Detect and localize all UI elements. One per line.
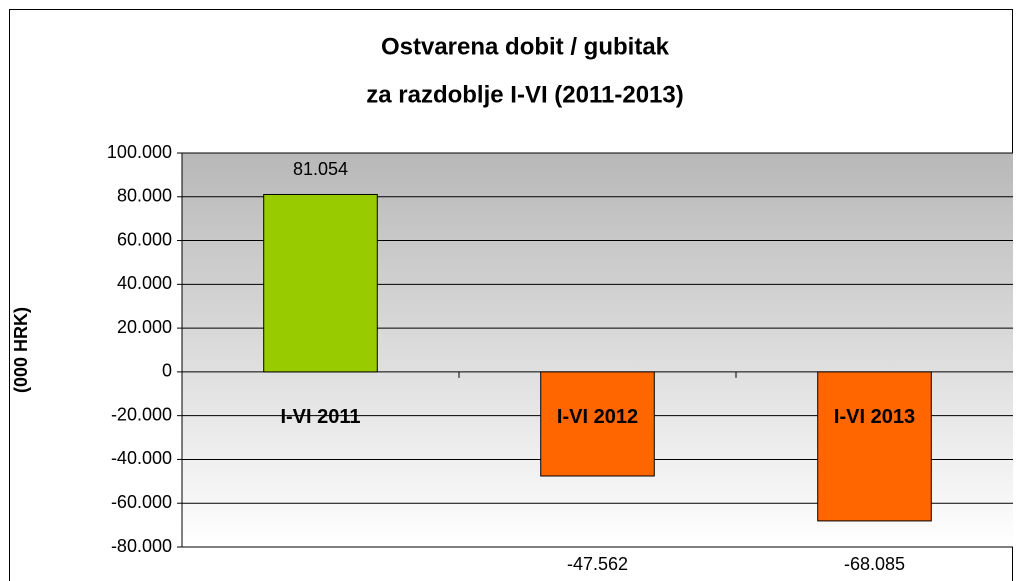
chart-title: Ostvarena dobit / gubitak	[381, 33, 670, 60]
x-tick-label: I-VI 2013	[834, 406, 915, 428]
y-tick-label: 100.000	[107, 142, 172, 162]
y-tick-label: 20.000	[117, 317, 172, 337]
y-tick-label: -80.000	[111, 536, 172, 556]
data-label: -68.085	[844, 554, 905, 574]
bar	[263, 193, 378, 373]
y-tick-label: -60.000	[111, 492, 172, 512]
bar	[540, 371, 655, 477]
data-label: 81.054	[293, 159, 348, 179]
chart-title: za razdoblje I-VI (2011-2013)	[366, 81, 683, 108]
data-label: -47.562	[567, 554, 628, 574]
y-tick-label: 80.000	[117, 186, 172, 206]
y-tick-label: 40.000	[117, 273, 172, 293]
y-tick-label: -40.000	[111, 448, 172, 468]
bar	[817, 371, 932, 522]
y-tick-label: -20.000	[111, 404, 172, 424]
y-tick-label: 60.000	[117, 229, 172, 249]
y-axis-label: (000 HRK)	[11, 307, 31, 393]
x-tick-label: I-VI 2012	[557, 406, 638, 428]
y-tick-label: 0	[162, 361, 172, 381]
x-tick-label: I-VI 2011	[280, 406, 360, 428]
